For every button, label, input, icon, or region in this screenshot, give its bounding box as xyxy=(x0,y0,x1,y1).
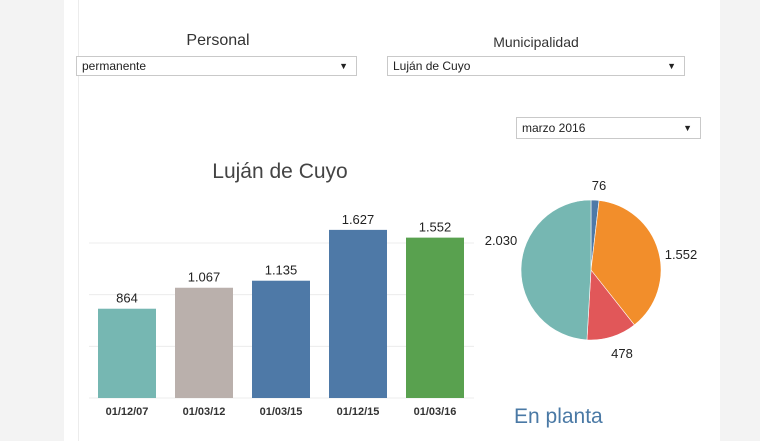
municipalidad-filter-label: Municipalidad xyxy=(493,34,579,50)
x-tick-label: 01/03/12 xyxy=(183,406,226,418)
bar[interactable] xyxy=(98,308,156,398)
date-dropdown-value: marzo 2016 xyxy=(522,121,586,135)
bar-value-label: 1.067 xyxy=(188,270,221,285)
en-planta-label: En planta xyxy=(514,405,603,428)
pie-slice[interactable] xyxy=(590,200,662,326)
pie-slice-label: 76 xyxy=(592,178,606,193)
bar[interactable] xyxy=(175,287,233,398)
bar-value-label: 1.552 xyxy=(419,220,452,235)
chevron-down-icon: ▼ xyxy=(667,61,676,71)
bar-chart: 864 01/12/07 1.067 01/03/12 1.135 01/03/15 1.6… xyxy=(89,212,474,418)
x-tick-label: 01/03/15 xyxy=(260,406,303,418)
pie-slice-label: 2.030 xyxy=(485,233,518,248)
personal-filter-label: Personal xyxy=(186,32,250,49)
pie-slice-label: 478 xyxy=(611,346,633,361)
chevron-down-icon: ▼ xyxy=(683,123,692,133)
bar-value-label: 1.627 xyxy=(342,212,375,227)
municipalidad-dropdown[interactable]: Luján de Cuyo ▼ xyxy=(387,56,685,76)
pie-chart: 76 1.552 478 2.030 xyxy=(485,178,698,361)
date-dropdown[interactable]: marzo 2016 ▼ xyxy=(516,117,701,139)
panel-divider xyxy=(78,0,79,441)
chart-title: Luján de Cuyo xyxy=(212,160,348,183)
bar-value-label: 864 xyxy=(116,291,138,306)
x-tick-label: 01/12/07 xyxy=(106,406,149,418)
chevron-down-icon: ▼ xyxy=(339,61,348,71)
x-tick-label: 01/03/16 xyxy=(414,406,457,418)
pie-slice[interactable] xyxy=(520,199,592,341)
pie-slice-label: 1.552 xyxy=(665,247,698,262)
personal-dropdown[interactable]: permanente ▼ xyxy=(76,56,357,76)
x-tick-label: 01/12/15 xyxy=(337,406,380,418)
personal-dropdown-value: permanente xyxy=(82,59,147,73)
bar[interactable] xyxy=(252,280,310,398)
bar[interactable] xyxy=(329,229,387,398)
bar-value-label: 1.135 xyxy=(265,263,298,278)
municipalidad-dropdown-value: Luján de Cuyo xyxy=(393,59,471,73)
bar[interactable] xyxy=(406,237,464,398)
